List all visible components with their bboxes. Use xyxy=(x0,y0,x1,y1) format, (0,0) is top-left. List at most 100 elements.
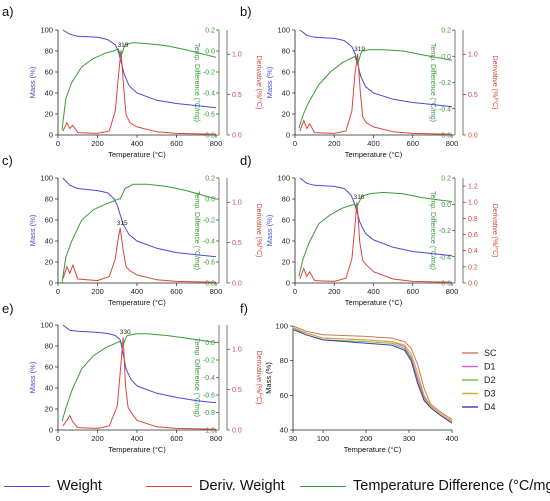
y-right-temp-tick-label: -0.2 xyxy=(203,358,215,365)
legend-label-d4: D4 xyxy=(484,402,496,412)
y-left-tick-label: 100 xyxy=(40,174,53,183)
peak-temperature-label: 330 xyxy=(120,329,131,336)
y-axis-title: Mass (%) xyxy=(264,362,273,394)
y-right-deriv-tick-label: 0.0 xyxy=(468,281,478,288)
x-tick-label: 0 xyxy=(56,287,60,296)
y-right-deriv-tick-label: 0.5 xyxy=(232,387,242,394)
y-left-tick-label: 80 xyxy=(282,195,290,204)
y-right-temp-tick-label: 0.0 xyxy=(441,202,451,209)
y-right-temp-tick-label: 0.0 xyxy=(205,197,215,204)
series-line-temperature-difference-c-mg xyxy=(298,49,453,129)
series-line-deriv-weight xyxy=(299,54,453,135)
y-left-tick-label: 100 xyxy=(277,174,290,183)
y-right-temp-axis-title: Temp. Difference (°C/mg) xyxy=(429,191,437,270)
legend-label-d1: D1 xyxy=(484,362,496,372)
legend-deriv-weight-label: Deriv. Weight xyxy=(199,478,285,494)
y-right-temp-tick-label: -0.8 xyxy=(203,281,215,288)
peak-temperature-label: 315 xyxy=(117,220,128,227)
legend-label-sc: SC xyxy=(484,348,497,358)
y-left-tick-label: 40 xyxy=(282,89,290,98)
panel-f: f) 30 100 200 300 400 Temperature (°C) 40 60 80 10… xyxy=(240,301,497,454)
y-right-deriv-axis-title: Derivative (%/°C) xyxy=(255,56,263,110)
y-right-deriv-axis-title: Derivative (%/°C) xyxy=(491,56,499,110)
y-right-deriv-tick-label: 0.5 xyxy=(232,92,242,99)
x-tick-label: 600 xyxy=(406,139,419,148)
y-right-deriv-tick-label: 0.0 xyxy=(232,281,242,288)
x-tick-label: 200 xyxy=(91,434,104,443)
y-right-temp-axis-title: Temp. Difference (°C/mg) xyxy=(193,191,201,270)
y-tick-label: 80 xyxy=(280,356,288,365)
x-axis-title: Temperature (°C) xyxy=(108,445,166,454)
x-tick-label: 0 xyxy=(293,139,297,148)
series-line-weight xyxy=(62,29,217,109)
x-tick-label: 800 xyxy=(446,139,459,148)
series-line-sc xyxy=(292,325,453,421)
y-right-deriv-axis-title: Derivative (%/°C) xyxy=(255,204,263,258)
peak-temperature-label: 319 xyxy=(354,46,365,53)
x-tick-label: 0 xyxy=(56,434,60,443)
y-right-temp-tick-label: 0.2 xyxy=(205,176,215,183)
y-left-tick-label: 0 xyxy=(286,279,290,288)
panel-letter: b) xyxy=(240,4,252,19)
x-tick-label: 200 xyxy=(328,139,341,148)
x-tick-label: 400 xyxy=(131,287,144,296)
y-left-tick-label: 60 xyxy=(45,363,53,372)
y-right-temp-tick-label: -0.6 xyxy=(203,112,215,119)
legend-weight: Weight xyxy=(4,474,102,498)
panel-c: c) 0 200 400 600 800 Temperature (°C) 0 20 40 60 80… xyxy=(2,153,263,307)
x-tick-label: 800 xyxy=(210,287,223,296)
y-right-temp-tick-label: -0.6 xyxy=(439,133,451,140)
x-tick-label: 400 xyxy=(367,139,380,148)
y-right-temp-tick-label: -0.4 xyxy=(203,375,215,382)
x-tick-label: 100 xyxy=(317,434,330,443)
x-tick-label: 200 xyxy=(360,434,373,443)
y-right-temp-tick-label: -0.6 xyxy=(439,281,451,288)
y-left-axis-title: Mass (%) xyxy=(265,66,274,98)
panel-e: e) 0 200 400 600 800 Temperature (°C) 0 20 40 60 80… xyxy=(2,301,263,454)
y-right-temp-tick-label: -0.2 xyxy=(203,218,215,225)
y-left-tick-label: 80 xyxy=(45,47,53,56)
y-right-temp-axis-title: Temp. Difference (°C/mg) xyxy=(193,43,201,122)
x-tick-label: 400 xyxy=(367,287,380,296)
y-right-deriv-axis-title: Derivative (%/°C) xyxy=(491,204,499,258)
x-axis-title: Temperature (°C) xyxy=(345,298,403,307)
y-left-tick-label: 0 xyxy=(286,131,290,140)
peak-temperature-label: 316 xyxy=(354,194,365,201)
panel-letter: c) xyxy=(2,153,13,168)
x-axis-title: Temperature (°C) xyxy=(108,150,166,159)
y-left-tick-label: 40 xyxy=(282,237,290,246)
y-left-tick-label: 100 xyxy=(40,26,53,35)
series-line-deriv-weight xyxy=(299,202,453,283)
y-left-tick-label: 60 xyxy=(282,216,290,225)
y-right-deriv-tick-label: 0.0 xyxy=(232,133,242,140)
y-right-temp-axis-title: Temp. Difference (°C/mg) xyxy=(429,43,437,122)
series-line-deriv-weight xyxy=(62,228,217,283)
figure-legend: Weight Deriv. Weight Temperature Differe… xyxy=(0,474,550,498)
y-right-deriv-tick-label: 1.2 xyxy=(468,184,478,191)
legend-label-d3: D3 xyxy=(484,389,496,399)
x-axis-title: Temperature (°C) xyxy=(344,445,402,454)
legend-weight-label: Weight xyxy=(57,478,102,494)
y-left-tick-label: 40 xyxy=(45,237,53,246)
y-left-axis-title: Mass (%) xyxy=(28,361,37,393)
y-left-tick-label: 0 xyxy=(49,131,53,140)
x-tick-label: 400 xyxy=(446,434,459,443)
y-right-temp-tick-label: -0.4 xyxy=(439,106,451,113)
y-tick-label: 40 xyxy=(280,426,288,435)
series-line-temperature-difference-c-mg xyxy=(61,42,217,130)
y-left-axis-title: Mass (%) xyxy=(28,66,37,98)
x-tick-label: 400 xyxy=(131,434,144,443)
y-right-deriv-tick-label: 0.8 xyxy=(468,216,478,223)
panel-letter: e) xyxy=(2,301,14,316)
x-tick-label: 200 xyxy=(91,287,104,296)
legend-deriv-weight: Deriv. Weight xyxy=(146,474,285,498)
series-line-deriv-weight xyxy=(62,50,217,135)
x-tick-label: 400 xyxy=(131,139,144,148)
y-left-tick-label: 100 xyxy=(40,321,53,330)
y-right-temp-tick-label: -0.8 xyxy=(203,133,215,140)
y-right-deriv-tick-label: 1.0 xyxy=(232,52,242,59)
y-right-temp-tick-label: 0.2 xyxy=(441,176,451,183)
panel-letter: a) xyxy=(2,4,14,19)
x-tick-label: 600 xyxy=(406,287,419,296)
x-tick-label: 800 xyxy=(210,139,223,148)
